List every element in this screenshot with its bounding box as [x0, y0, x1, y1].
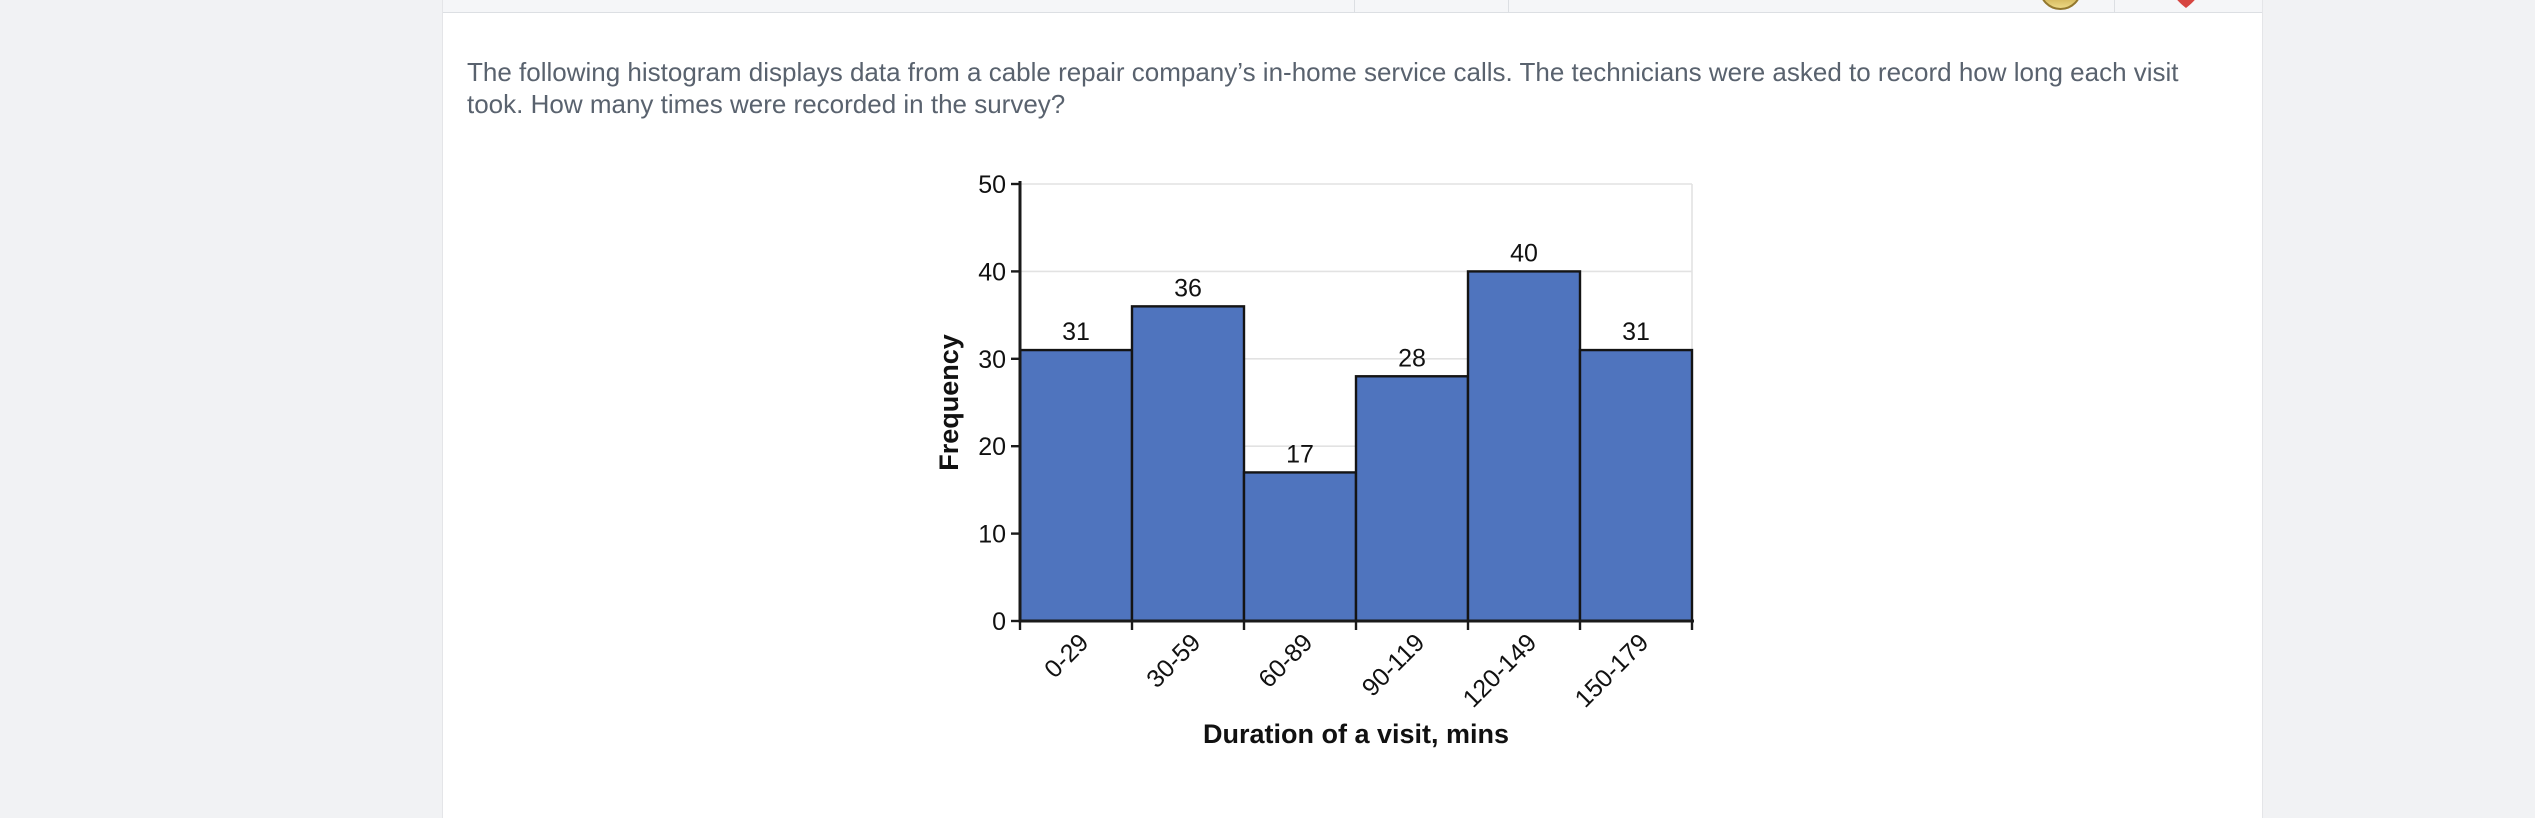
- svg-text:40: 40: [1510, 239, 1538, 267]
- svg-text:20: 20: [978, 433, 1006, 461]
- header-divider: [1508, 0, 1509, 12]
- svg-text:60-89: 60-89: [1253, 628, 1318, 693]
- header-divider: [1354, 0, 1355, 12]
- svg-text:Duration of a visit, mins: Duration of a visit, mins: [1203, 719, 1509, 749]
- svg-text:90-119: 90-119: [1357, 628, 1431, 702]
- histogram-chart: 0 10 20 30 40 50 0-29 31 30-59 36 60-89 17 90-119 28 1…: [931, 95, 1751, 775]
- svg-text:0: 0: [992, 608, 1006, 636]
- header-divider: [2114, 0, 2115, 12]
- heart-icon: [2170, 0, 2202, 9]
- svg-text:10: 10: [978, 521, 1006, 549]
- svg-text:28: 28: [1398, 344, 1426, 372]
- svg-text:Frequency: Frequency: [934, 334, 964, 471]
- histogram-svg: 0 10 20 30 40 50 0-29 31 30-59 36 60-89 17 90-119 28 1…: [934, 171, 1694, 749]
- svg-text:120-149: 120-149: [1458, 628, 1543, 713]
- header-bar: [443, 0, 2262, 13]
- svg-text:150-179: 150-179: [1570, 628, 1655, 713]
- svg-text:30: 30: [978, 346, 1006, 374]
- svg-text:36: 36: [1174, 274, 1202, 302]
- question-panel: The following histogram displays data fr…: [442, 0, 2263, 818]
- coin-icon: [2039, 0, 2082, 10]
- svg-text:0-29: 0-29: [1039, 628, 1094, 683]
- svg-text:30-59: 30-59: [1141, 628, 1206, 693]
- question-text: The following histogram displays data fr…: [467, 57, 2179, 119]
- svg-text:40: 40: [978, 258, 1006, 286]
- svg-text:17: 17: [1286, 440, 1314, 468]
- svg-text:50: 50: [978, 171, 1006, 199]
- svg-text:31: 31: [1062, 318, 1090, 346]
- svg-text:31: 31: [1622, 318, 1650, 346]
